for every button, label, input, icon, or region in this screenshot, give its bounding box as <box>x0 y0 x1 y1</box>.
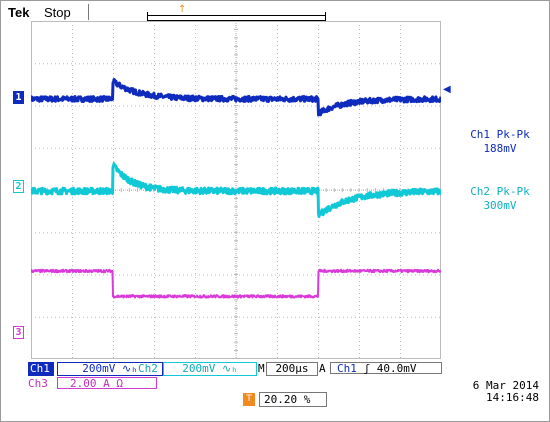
ch1-ground-marker[interactable]: 1 <box>13 91 24 104</box>
timebase-value[interactable]: 200µs <box>266 362 318 376</box>
ch3-waveform <box>31 268 441 299</box>
brand-logo: Tek <box>8 5 30 20</box>
ch1-measurement-value: 188mV <box>483 142 517 155</box>
record-memory-bar <box>147 12 326 21</box>
ch1-label[interactable]: Ch1 <box>28 362 54 376</box>
trigger-mode: A <box>319 362 326 375</box>
trigger-readout[interactable]: Ch1 ʃ 40.0mV <box>330 362 442 375</box>
ch2-measurement-title: Ch2 Pk-Pk <box>470 185 530 198</box>
ch3-label[interactable]: Ch3 <box>28 377 48 390</box>
date-readout: 6 Mar 2014 <box>472 379 539 392</box>
time-readout: 14:16:48 <box>486 391 539 404</box>
ch2-measurement-value: 300mV <box>483 199 517 212</box>
ch2-ground-marker[interactable]: 2 <box>13 180 24 193</box>
trigger-source: Ch1 <box>337 362 357 375</box>
memory-trigger-icon: ↑ <box>178 4 187 15</box>
horizontal-position-icon: T <box>243 393 255 406</box>
waveform-graticule <box>31 21 441 359</box>
ch1-scale[interactable]: 200mV ∿ₕ <box>57 362 163 376</box>
timebase-label: M <box>258 362 265 375</box>
ch3-ground-marker[interactable]: 3 <box>13 326 24 339</box>
ch1-waveform <box>31 78 441 117</box>
ch2-label[interactable]: Ch2 <box>138 362 158 375</box>
trigger-level: 40.0mV <box>376 362 417 375</box>
ch2-scale[interactable]: 200mV ∿ₕ <box>163 362 257 376</box>
ch1-measurement-title: Ch1 Pk-Pk <box>470 128 530 141</box>
status-row-1: Ch1 200mV ∿ₕ Ch2 200mV ∿ₕ M 200µs A Ch1 … <box>28 362 442 376</box>
horizontal-position-value[interactable]: 20.20 % <box>259 392 327 407</box>
ch1-measurement: Ch1 Pk-Pk 188mV <box>452 128 548 156</box>
header-divider <box>88 4 89 20</box>
acquisition-status: Stop <box>44 5 71 20</box>
ch3-scale[interactable]: 2.00 A Ω <box>57 377 157 390</box>
trigger-slope-icon: ʃ <box>363 362 371 375</box>
trigger-level-arrow-icon[interactable]: ◀ <box>443 84 451 95</box>
ch2-measurement: Ch2 Pk-Pk 300mV <box>452 185 548 213</box>
ch2-waveform <box>31 162 441 219</box>
